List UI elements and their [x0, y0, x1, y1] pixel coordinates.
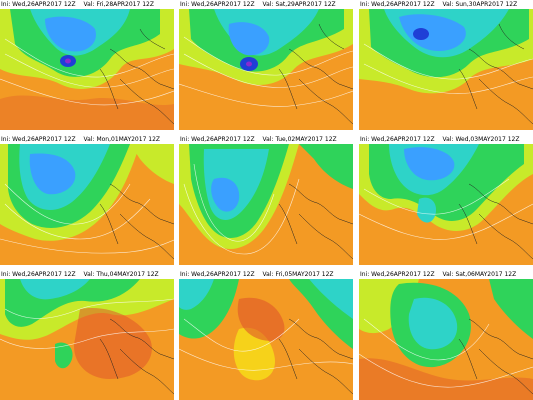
init-time-label: Ini: Wed,26APR2017 12Z [180, 1, 255, 8]
map-panel-5[interactable]: Ini: Wed,26APR2017 12Z Val: Tue,02MAY201… [179, 135, 353, 265]
init-time-label: Ini: Wed,26APR2017 12Z [1, 271, 76, 278]
map-panel-4[interactable]: Ini: Wed,26APR2017 12Z Val: Mon,01MAY201… [0, 135, 174, 265]
weather-map [359, 9, 533, 130]
valid-time-label: Val: Fri,28APR2017 12Z [83, 1, 154, 8]
valid-time-label: Val: Sat,29APR2017 12Z [262, 1, 336, 8]
valid-time-label: Val: Sun,30APR2017 12Z [442, 1, 518, 8]
valid-time-label: Val: Mon,01MAY2017 12Z [83, 136, 161, 143]
panel-header: Ini: Wed,26APR2017 12Z Val: Fri,28APR201… [0, 0, 174, 9]
panel-header: Ini: Wed,26APR2017 12Z Val: Wed,03MAY201… [359, 135, 533, 144]
map-panel-2[interactable]: Ini: Wed,26APR2017 12Z Val: Sat,29APR201… [179, 0, 353, 130]
init-time-label: Ini: Wed,26APR2017 12Z [1, 1, 76, 8]
panel-header: Ini: Wed,26APR2017 12Z Val: Thu,04MAY201… [0, 270, 174, 279]
panel-header: Ini: Wed,26APR2017 12Z Val: Tue,02MAY201… [179, 135, 353, 144]
init-time-label: Ini: Wed,26APR2017 12Z [360, 136, 435, 143]
weather-map [179, 9, 353, 130]
panel-header: Ini: Wed,26APR2017 12Z Val: Sat,29APR201… [179, 0, 353, 9]
valid-time-label: Val: Fri,05MAY2017 12Z [262, 271, 334, 278]
valid-time-label: Val: Sat,06MAY2017 12Z [442, 271, 517, 278]
panel-header: Ini: Wed,26APR2017 12Z Val: Fri,05MAY201… [179, 270, 353, 279]
panel-header: Ini: Wed,26APR2017 12Z Val: Sat,06MAY201… [359, 270, 533, 279]
weather-map [0, 9, 174, 130]
weather-map [0, 144, 174, 265]
valid-time-label: Val: Tue,02MAY2017 12Z [262, 136, 337, 143]
init-time-label: Ini: Wed,26APR2017 12Z [360, 271, 435, 278]
map-panel-8[interactable]: Ini: Wed,26APR2017 12Z Val: Fri,05MAY201… [179, 270, 353, 400]
weather-map [179, 279, 353, 400]
valid-time-label: Val: Wed,03MAY2017 12Z [442, 136, 520, 143]
map-panel-9[interactable]: Ini: Wed,26APR2017 12Z Val: Sat,06MAY201… [359, 270, 533, 400]
valid-time-label: Val: Thu,04MAY2017 12Z [83, 271, 159, 278]
weather-map [359, 144, 533, 265]
panel-header: Ini: Wed,26APR2017 12Z Val: Sun,30APR201… [359, 0, 533, 9]
init-time-label: Ini: Wed,26APR2017 12Z [180, 136, 255, 143]
weather-map [359, 279, 533, 400]
init-time-label: Ini: Wed,26APR2017 12Z [1, 136, 76, 143]
weather-map [179, 144, 353, 265]
init-time-label: Ini: Wed,26APR2017 12Z [360, 1, 435, 8]
panel-header: Ini: Wed,26APR2017 12Z Val: Mon,01MAY201… [0, 135, 174, 144]
init-time-label: Ini: Wed,26APR2017 12Z [180, 271, 255, 278]
weather-map [0, 279, 174, 400]
map-panel-1[interactable]: Ini: Wed,26APR2017 12Z Val: Fri,28APR201… [0, 0, 174, 130]
map-panel-6[interactable]: Ini: Wed,26APR2017 12Z Val: Wed,03MAY201… [359, 135, 533, 265]
map-panel-3[interactable]: Ini: Wed,26APR2017 12Z Val: Sun,30APR201… [359, 0, 533, 130]
map-panel-7[interactable]: Ini: Wed,26APR2017 12Z Val: Thu,04MAY201… [0, 270, 174, 400]
